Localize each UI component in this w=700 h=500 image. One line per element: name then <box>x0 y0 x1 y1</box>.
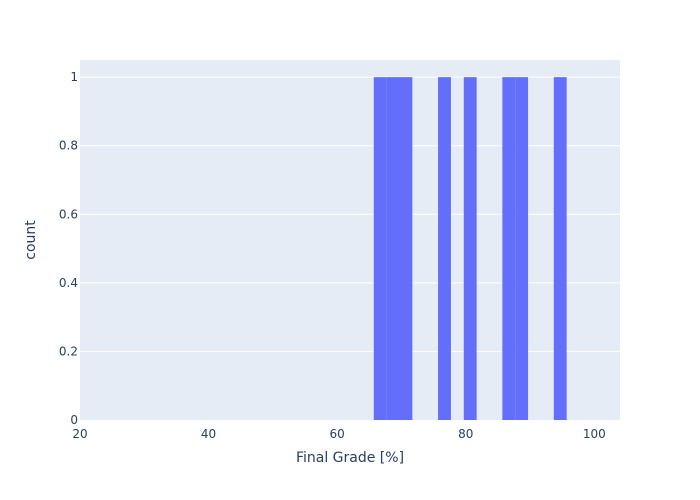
y-tick-label: 0 <box>70 413 78 427</box>
y-axis-ticks: 0 0.2 0.4 0.6 0.8 1 <box>59 70 78 427</box>
x-axis-ticks: 20 40 60 80 100 <box>72 427 605 441</box>
y-tick-label: 0.2 <box>59 344 78 358</box>
y-tick-label: 0.6 <box>59 207 78 221</box>
plot-area <box>80 60 620 420</box>
x-axis-title: Final Grade [%] <box>296 450 404 466</box>
histogram-bar <box>463 77 477 421</box>
histogram-bar <box>386 77 400 421</box>
y-tick-label: 0.8 <box>59 139 78 153</box>
bars <box>373 77 567 421</box>
gridlines <box>80 76 620 352</box>
x-tick-label: 20 <box>72 427 87 441</box>
x-tick-label: 40 <box>201 427 216 441</box>
y-axis-title: count <box>23 220 39 260</box>
x-tick-label: 60 <box>330 427 345 441</box>
histogram-bar <box>438 77 451 421</box>
histogram-bar <box>373 77 387 421</box>
histogram-bar <box>553 77 567 421</box>
y-tick-label: 0.4 <box>59 276 78 290</box>
x-tick-label: 80 <box>458 427 473 441</box>
y-tick-label: 1 <box>70 70 78 84</box>
histogram-bar <box>502 77 516 421</box>
x-tick-label: 100 <box>583 427 606 441</box>
histogram-bar <box>515 77 529 421</box>
histogram-bar <box>399 77 413 421</box>
